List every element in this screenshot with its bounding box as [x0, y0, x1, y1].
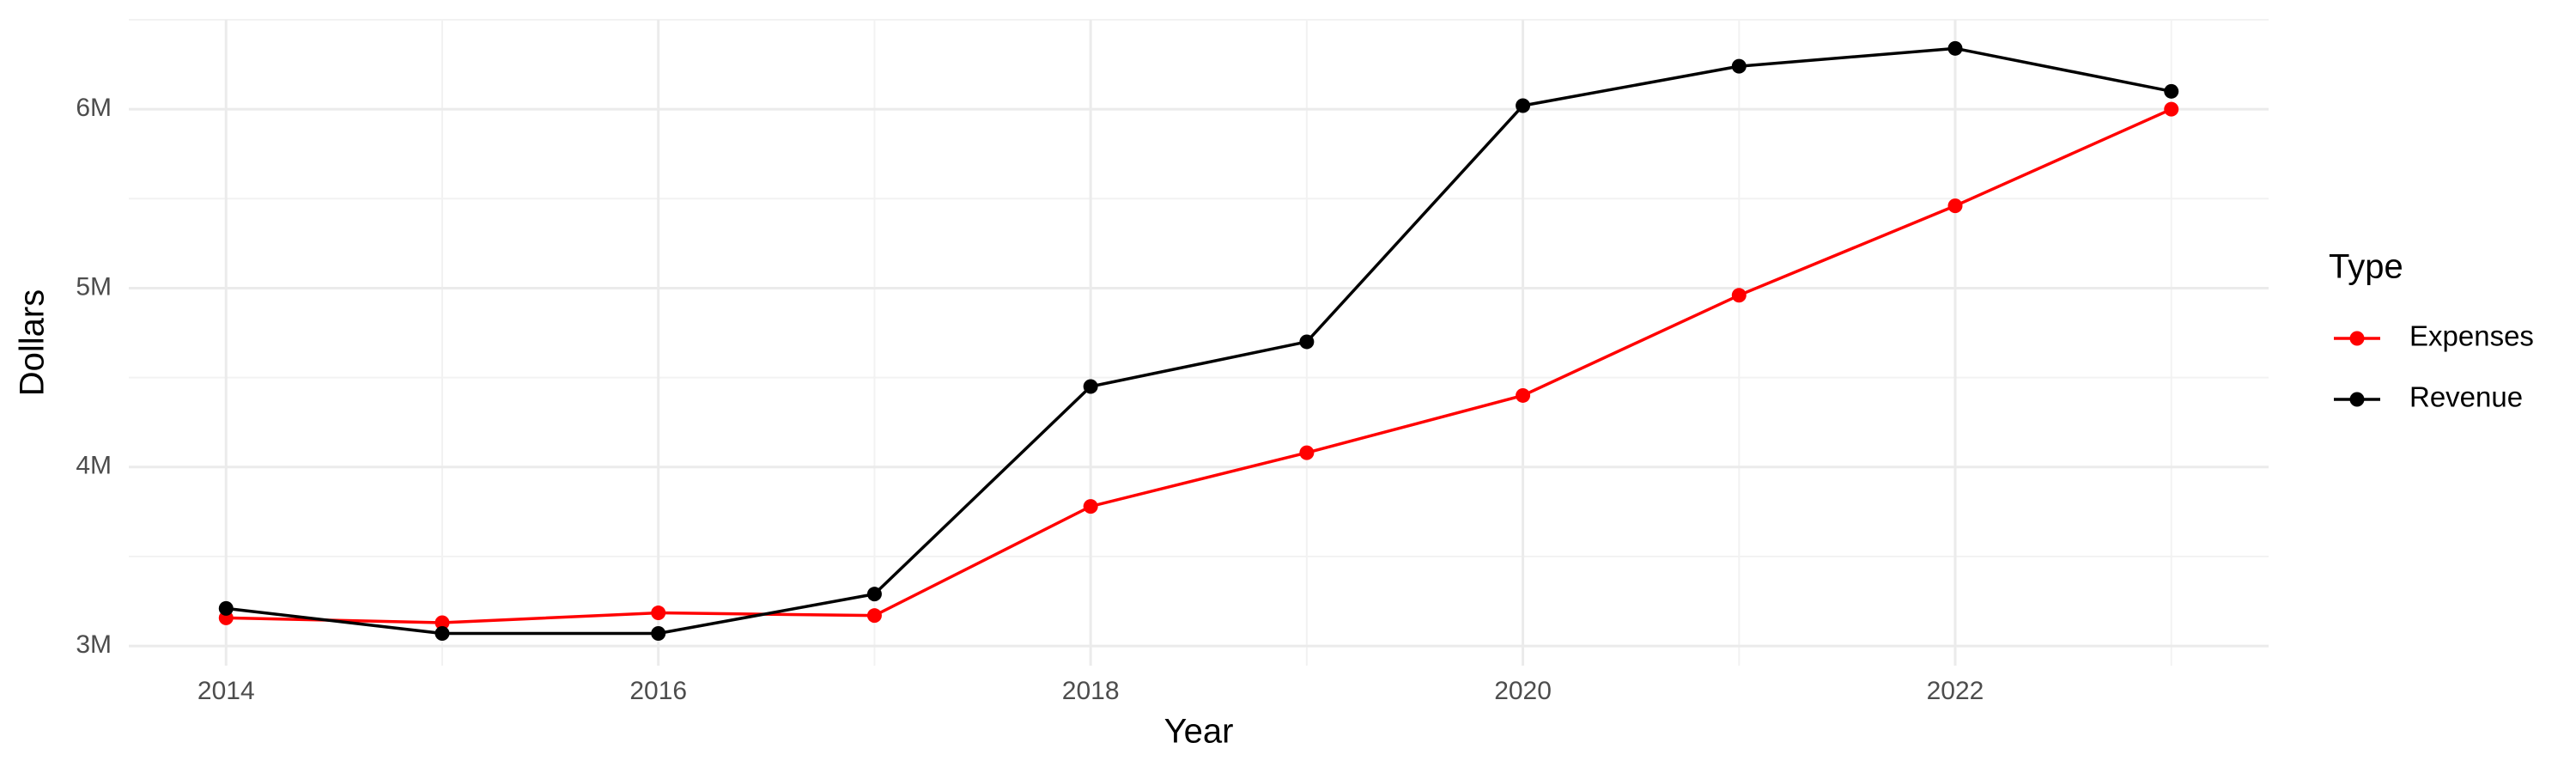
y-tick-label: 6M	[76, 94, 112, 122]
data-point	[866, 608, 882, 624]
legend-title: Type	[2329, 248, 2403, 286]
data-point	[1516, 98, 1531, 113]
x-tick-label: 2022	[1927, 677, 1984, 705]
y-tick-label: 5M	[76, 272, 112, 301]
data-point	[1516, 387, 1531, 403]
x-tick-label: 2018	[1062, 677, 1120, 705]
data-point	[218, 600, 234, 616]
legend-swatch-point	[2349, 331, 2365, 346]
y-tick-label: 4M	[76, 452, 112, 480]
data-point	[1083, 379, 1098, 394]
grid	[129, 19, 2269, 666]
series-line	[226, 46, 2172, 636]
legend-label: Expenses	[2409, 320, 2534, 352]
data-point	[434, 615, 450, 630]
legend-label: Revenue	[2409, 381, 2523, 413]
data-point	[1299, 445, 1315, 460]
data-point	[1947, 198, 1963, 214]
x-axis-title: Year	[1164, 713, 1234, 751]
x-tick-label: 2014	[197, 677, 255, 705]
y-tick-label: 3M	[76, 630, 112, 659]
data-point	[866, 587, 882, 602]
series-line	[226, 107, 2172, 624]
data-point	[651, 626, 666, 642]
data-point	[1947, 40, 1963, 56]
legend-swatch-point	[2349, 392, 2365, 407]
data-point	[1731, 288, 1747, 303]
data-point	[1731, 58, 1747, 74]
data-point	[1299, 334, 1315, 350]
data-point	[1083, 499, 1098, 514]
x-tick-label: 2016	[629, 677, 687, 705]
data-point	[2164, 101, 2179, 117]
x-tick-label: 2020	[1494, 677, 1552, 705]
data-point	[434, 626, 450, 642]
data-point	[651, 606, 666, 621]
data-point	[2164, 83, 2179, 99]
y-axis-title: Dollars	[14, 289, 52, 396]
